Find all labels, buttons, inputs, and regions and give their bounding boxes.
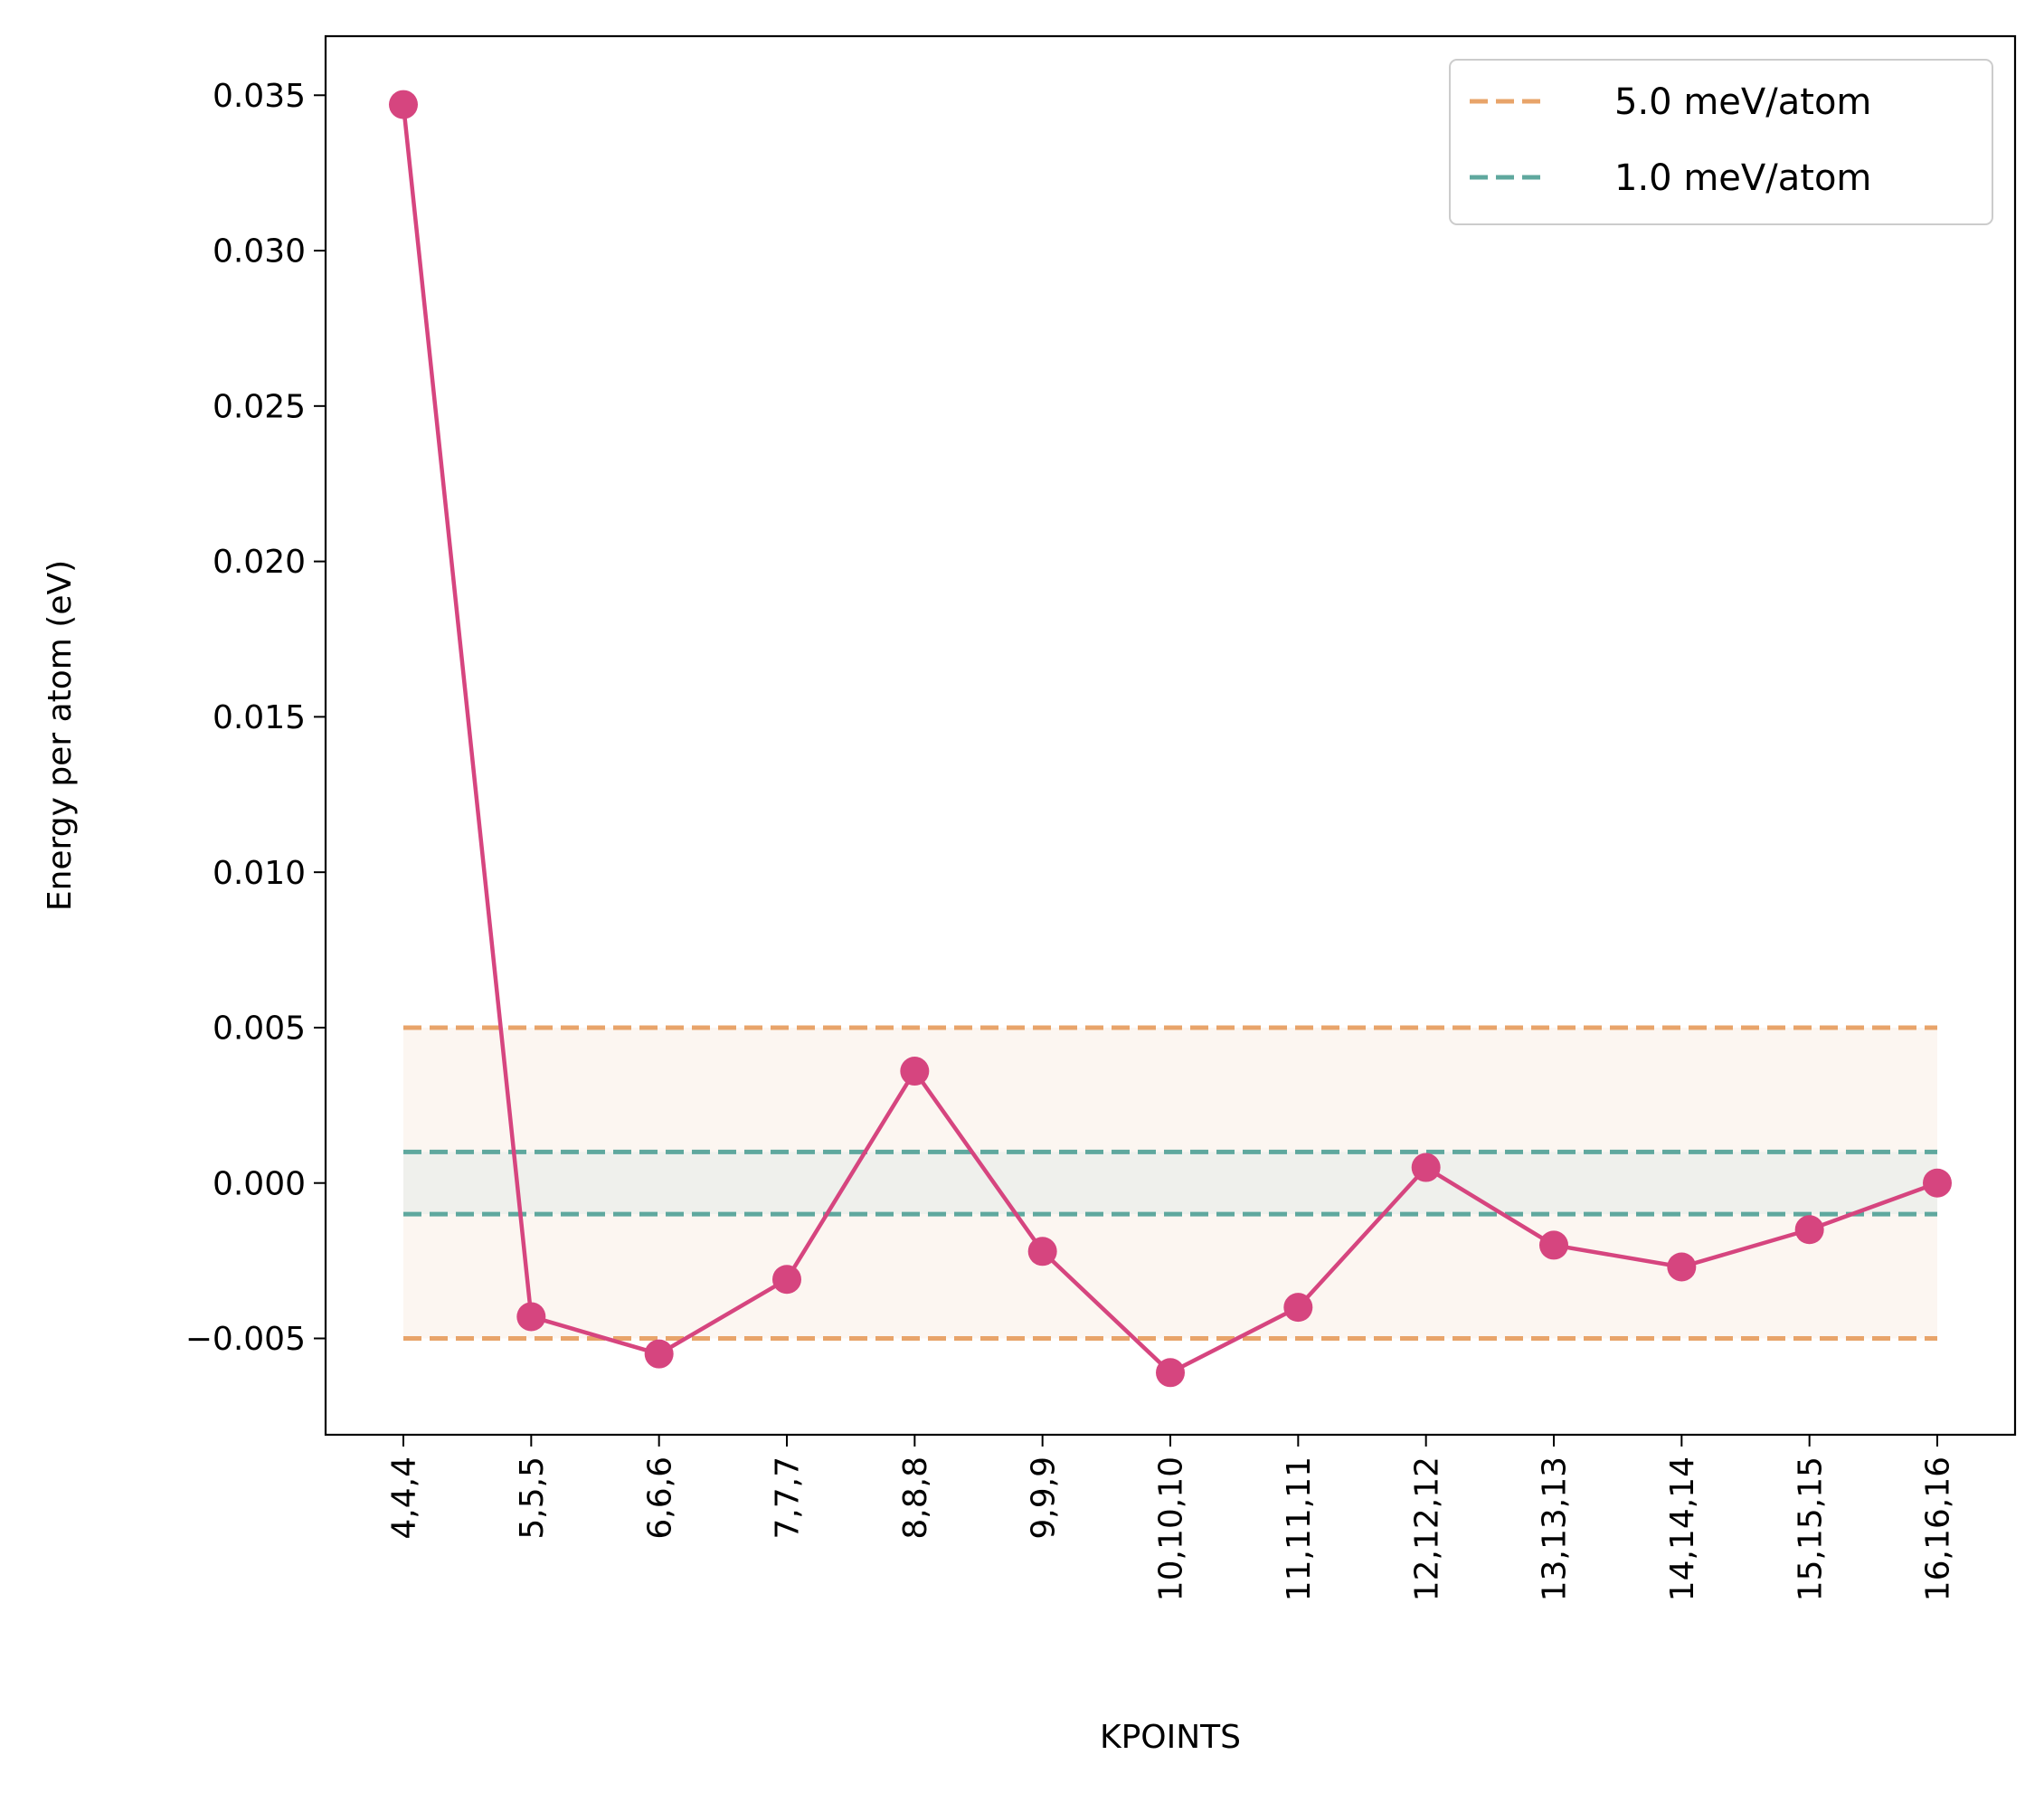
x-tick-label: 14,14,14 xyxy=(1664,1456,1701,1601)
data-point xyxy=(1794,1215,1824,1245)
data-point xyxy=(1667,1252,1697,1282)
data-point xyxy=(1156,1358,1185,1388)
y-tick-label: 0.025 xyxy=(213,388,306,425)
y-tick-label: −0.005 xyxy=(185,1321,306,1358)
x-tick-label: 8,8,8 xyxy=(897,1456,934,1540)
data-point xyxy=(644,1339,674,1369)
x-tick-label: 11,11,11 xyxy=(1281,1456,1318,1601)
data-point xyxy=(389,90,418,119)
y-axis-label: Energy per atom (eV) xyxy=(42,560,79,911)
y-tick-label: 0.035 xyxy=(213,78,306,115)
data-point xyxy=(900,1057,930,1086)
x-tick-label: 13,13,13 xyxy=(1537,1456,1574,1601)
x-tick-label: 10,10,10 xyxy=(1153,1456,1190,1601)
legend-box xyxy=(1449,59,1993,225)
y-axis: −0.005 0.000 0.005 0.010 0.015 0.020 0.025 0.03… xyxy=(185,78,326,1358)
data-point xyxy=(1411,1153,1441,1182)
data-point xyxy=(1539,1230,1568,1260)
data-point xyxy=(1923,1168,1952,1198)
legend-label: 1.0 meV/atom xyxy=(1614,157,1871,199)
x-tick-label: 4,4,4 xyxy=(386,1456,423,1540)
data-point xyxy=(772,1265,801,1295)
series-layer xyxy=(389,90,1952,1388)
x-tick-label: 7,7,7 xyxy=(770,1456,807,1540)
x-tick-label: 6,6,6 xyxy=(641,1456,678,1540)
tolerance-band-fill xyxy=(403,1152,1937,1215)
y-tick-label: 0.030 xyxy=(213,233,306,270)
x-tick-label: 15,15,15 xyxy=(1792,1456,1829,1601)
y-tick-label: 0.010 xyxy=(213,855,306,892)
x-axis-label: KPOINTS xyxy=(1100,1719,1241,1756)
x-tick-label: 9,9,9 xyxy=(1025,1456,1062,1540)
y-tick-label: 0.005 xyxy=(213,1010,306,1048)
data-point xyxy=(1027,1237,1057,1266)
x-axis: 4,4,4 5,5,5 6,6,6 7,7,7 8,8,8 9,9,9 10,10,10 11… xyxy=(386,1435,1957,1601)
legend-label: 5.0 meV/atom xyxy=(1614,81,1871,123)
y-tick-label: 0.000 xyxy=(213,1165,306,1202)
y-tick-label: 0.015 xyxy=(213,699,306,736)
data-point xyxy=(516,1302,546,1332)
legend: 5.0 meV/atom 1.0 meV/atom xyxy=(1449,59,1993,225)
x-tick-label: 5,5,5 xyxy=(514,1456,551,1540)
x-tick-label: 16,16,16 xyxy=(1920,1456,1957,1601)
data-point xyxy=(1283,1293,1313,1323)
tolerance-bands xyxy=(403,1025,1937,1341)
y-tick-label: 0.020 xyxy=(213,544,306,581)
x-tick-label: 12,12,12 xyxy=(1408,1456,1445,1601)
